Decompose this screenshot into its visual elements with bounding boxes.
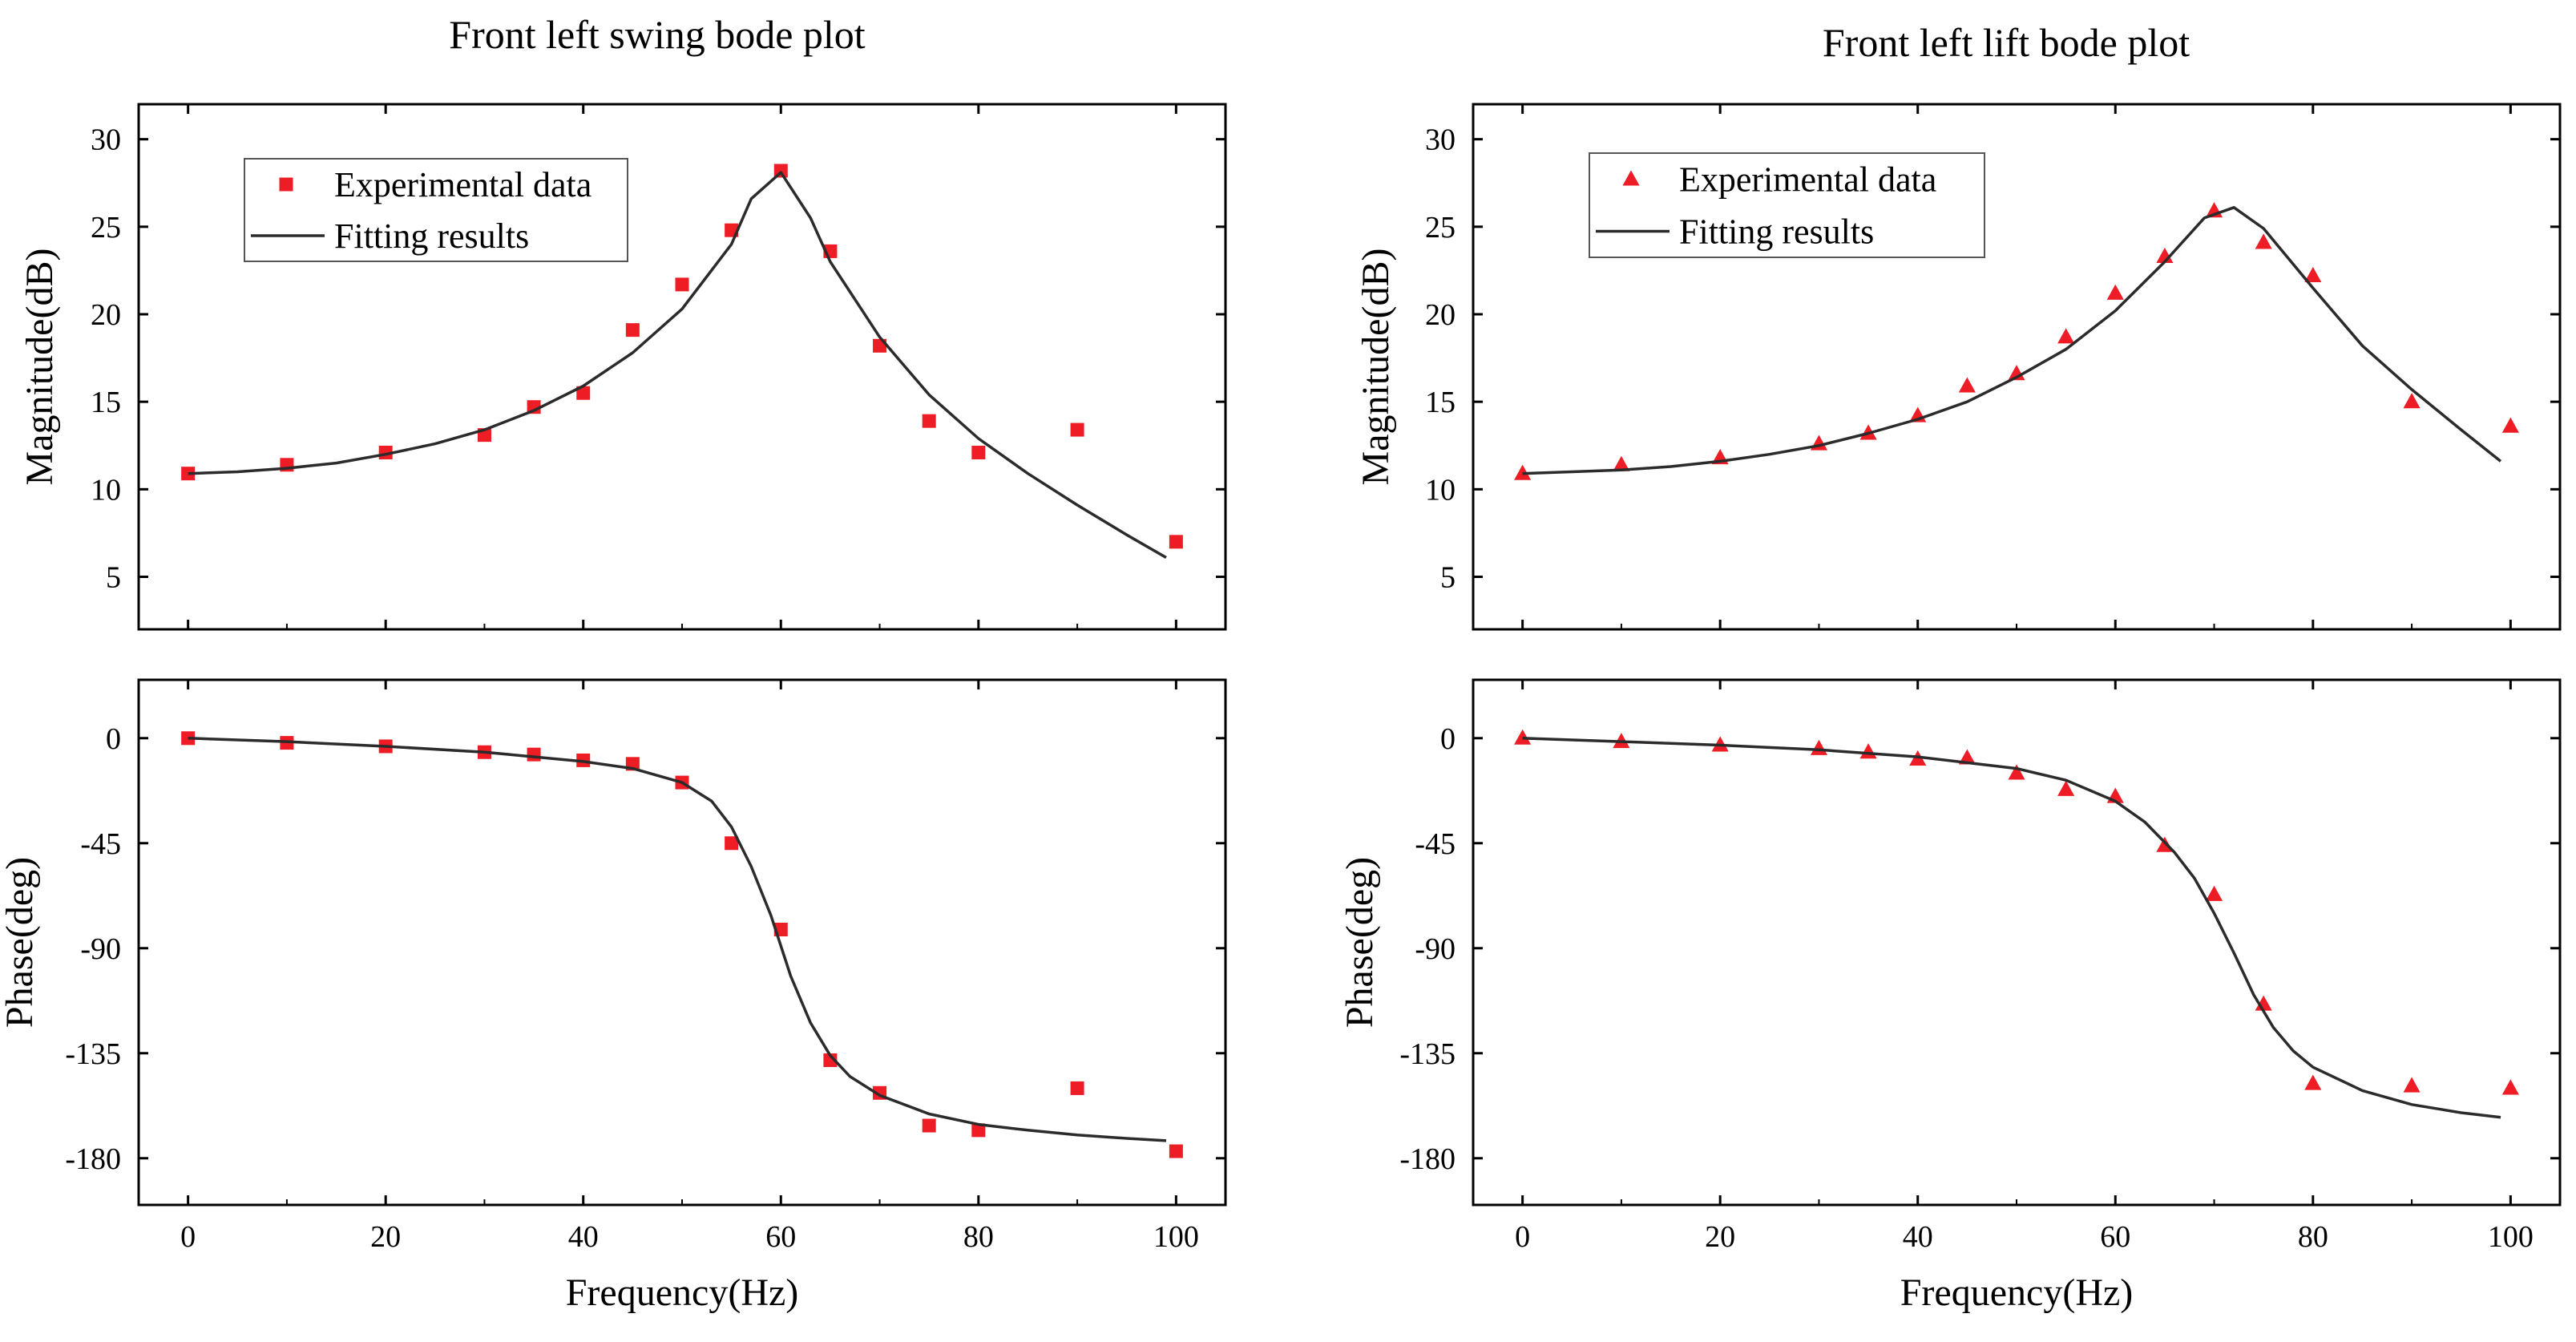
y-tick-label: 10 [91,473,121,507]
x-tick-label: 100 [2488,1220,2534,1254]
lift-chart-title: Front left lift bode plot [1823,20,2190,65]
x-tick-label: 40 [568,1220,599,1254]
experimental-data-point [1070,422,1084,437]
y-tick-label: -180 [65,1142,121,1176]
experimental-data-point [2304,1074,2322,1090]
legend-box [244,158,628,262]
experimental-data-point [1514,729,1532,745]
x-axis-label: Frequency(Hz) [1900,1271,2134,1314]
y-tick-label: -45 [1415,827,1456,861]
x-tick-label: 80 [2298,1220,2328,1254]
chart-legend: Experimental data Fitting results [244,158,628,262]
y-tick-label: 30 [1425,123,1456,157]
y-tick-label: 20 [1425,298,1456,332]
experimental-data-point [625,323,640,338]
experimental-data-point [922,414,936,428]
x-tick-label: 80 [963,1220,994,1254]
experimental-data-point [1070,1081,1084,1095]
experimental-data-point [675,277,689,292]
experimental-data-point [2501,1079,2519,1095]
experimental-data-point [2057,328,2075,344]
experimental-data-point [971,445,986,459]
y-tick-label: 0 [1440,722,1456,756]
swing-chart-title: Front left swing bode plot [449,12,866,57]
fitting-results-line [188,171,1167,560]
experimental-data-point [2206,885,2223,901]
experimental-data-point [823,1053,838,1068]
legend-marker-icon [279,177,293,192]
y-tick-label: 5 [106,561,121,595]
y-tick-label: 5 [1440,561,1456,595]
legend-label: Fitting results [1679,212,1874,252]
experimental-data-point [1169,1144,1183,1158]
experimental-data-point [1958,377,1976,393]
fitting-results-line [188,737,1167,1142]
experimental-data-point [725,836,739,851]
y-axis-label: Magnitude(dB) [1355,249,1397,486]
y-tick-label: 10 [1425,473,1456,507]
experimental-data-point [2501,417,2519,433]
fitting-results-line [1522,206,2502,475]
legend-label: Experimental data [334,165,592,204]
experimental-data-point [576,386,591,400]
chart-legend: Experimental data Fitting results [1589,152,1985,258]
experimental-data-point [1958,749,1976,765]
swing-phase-plot: 0 20 40 60 80 100 0 -45 -90 -135 -180 Phase(deg) Fre… [0,678,1227,1314]
x-tick-label: 0 [180,1220,196,1254]
experimental-data-point [527,747,541,762]
experimental-data-point [2255,233,2272,249]
y-tick-label: 0 [106,722,121,756]
x-tick-label: 60 [765,1220,796,1254]
y-axis-label: Phase(deg) [0,857,41,1028]
y-tick-label: 25 [91,211,121,245]
legend-box [1589,152,1985,258]
experimental-data-point [922,1118,936,1133]
y-axis-label: Magnitude(dB) [18,249,61,486]
legend-marker-icon [1622,170,1640,186]
y-tick-label: 15 [91,386,121,419]
y-tick-label: -135 [1399,1037,1456,1071]
x-tick-label: 20 [370,1220,401,1254]
experimental-data-point [971,1123,986,1138]
y-tick-label: 15 [1425,386,1456,419]
y-axis-label: Phase(deg) [1338,857,1381,1028]
y-tick-label: -180 [1399,1142,1456,1176]
x-tick-label: 20 [1705,1220,1735,1254]
x-tick-label: 0 [1515,1220,1530,1254]
y-tick-label: 20 [91,298,121,332]
y-tick-label: -90 [1415,932,1456,966]
y-tick-label: 25 [1425,211,1456,245]
y-tick-label: -90 [80,932,121,966]
experimental-data-point [2008,764,2025,780]
experimental-data-point [2304,266,2322,282]
lift-phase-plot: 0 20 40 60 80 100 0 -45 -90 -135 -180 Phase(deg) Fre… [1338,678,2562,1314]
x-tick-label: 40 [1903,1220,1933,1254]
experimental-data-point [1613,455,1630,471]
lift-magnitude-plot: 5 10 15 20 25 30 Magnitude(dB) Experimental dat… [1355,103,2562,631]
legend-label: Fitting results [334,216,529,256]
swing-magnitude-plot: 5 10 15 20 25 30 Magnitude(dB) Experimental dat… [18,103,1227,631]
y-tick-label: -135 [65,1037,121,1071]
x-tick-label: 60 [2100,1220,2130,1254]
fitting-results-line [1522,737,2501,1119]
x-axis-label: Frequency(Hz) [566,1271,799,1314]
experimental-data-point [2106,284,2124,300]
y-tick-label: 30 [91,123,121,157]
x-tick-label: 100 [1153,1220,1199,1254]
experimental-data-point [1169,535,1183,549]
y-tick-label: -45 [80,827,121,861]
experimental-data-point [2403,393,2421,409]
experimental-data-point [2057,780,2075,796]
legend-label: Experimental data [1679,160,1936,200]
experimental-data-point [2403,1077,2421,1093]
